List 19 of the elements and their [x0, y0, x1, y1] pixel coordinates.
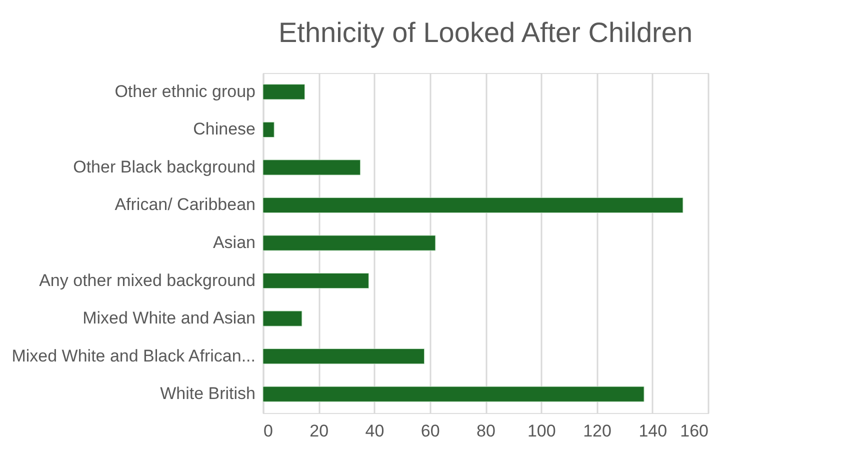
x-tick-label: 120	[583, 422, 612, 440]
y-tick-label: Asian	[212, 233, 256, 252]
y-tick-label: White British	[160, 384, 256, 404]
x-tick-label: 160	[680, 422, 708, 440]
y-tick-label: African/ Caribbean	[114, 195, 256, 214]
x-tick-label: 140	[638, 422, 668, 440]
x-tick-label: 20	[310, 422, 329, 440]
x-tick-label: 0	[264, 422, 273, 440]
y-tick-label: Mixed White and Asian	[82, 308, 256, 328]
y-tick-label: Other ethnic group	[114, 82, 256, 101]
x-tick-label: 80	[476, 422, 496, 440]
x-tick-label: 60	[420, 422, 440, 440]
y-tick-label: Any other mixed background	[39, 270, 256, 290]
y-tick-label: Chinese	[193, 120, 256, 139]
x-tick-label: 100	[527, 422, 556, 440]
x-tick-label: 40	[365, 422, 384, 440]
y-tick-label: Mixed White and Black African...	[12, 346, 256, 366]
y-tick-label: Other Black background	[73, 157, 256, 176]
chart-title: Ethnicity of Looked After Children	[278, 17, 693, 48]
